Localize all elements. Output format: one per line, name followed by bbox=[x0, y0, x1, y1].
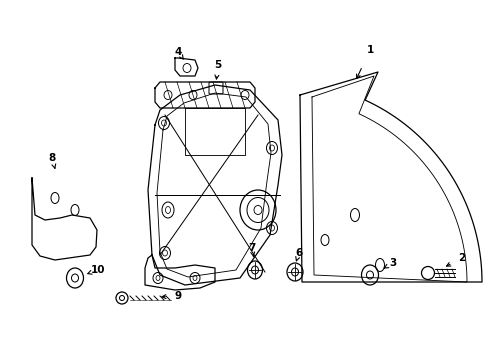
Text: 1: 1 bbox=[366, 45, 373, 55]
Text: 9: 9 bbox=[174, 291, 181, 301]
Text: 2: 2 bbox=[457, 253, 465, 263]
Text: 7: 7 bbox=[248, 243, 255, 253]
Text: 5: 5 bbox=[214, 60, 221, 70]
Text: 6: 6 bbox=[295, 248, 302, 258]
Text: 3: 3 bbox=[388, 258, 396, 268]
Text: 10: 10 bbox=[91, 265, 105, 275]
Text: 8: 8 bbox=[48, 153, 56, 163]
Text: 4: 4 bbox=[174, 47, 182, 57]
